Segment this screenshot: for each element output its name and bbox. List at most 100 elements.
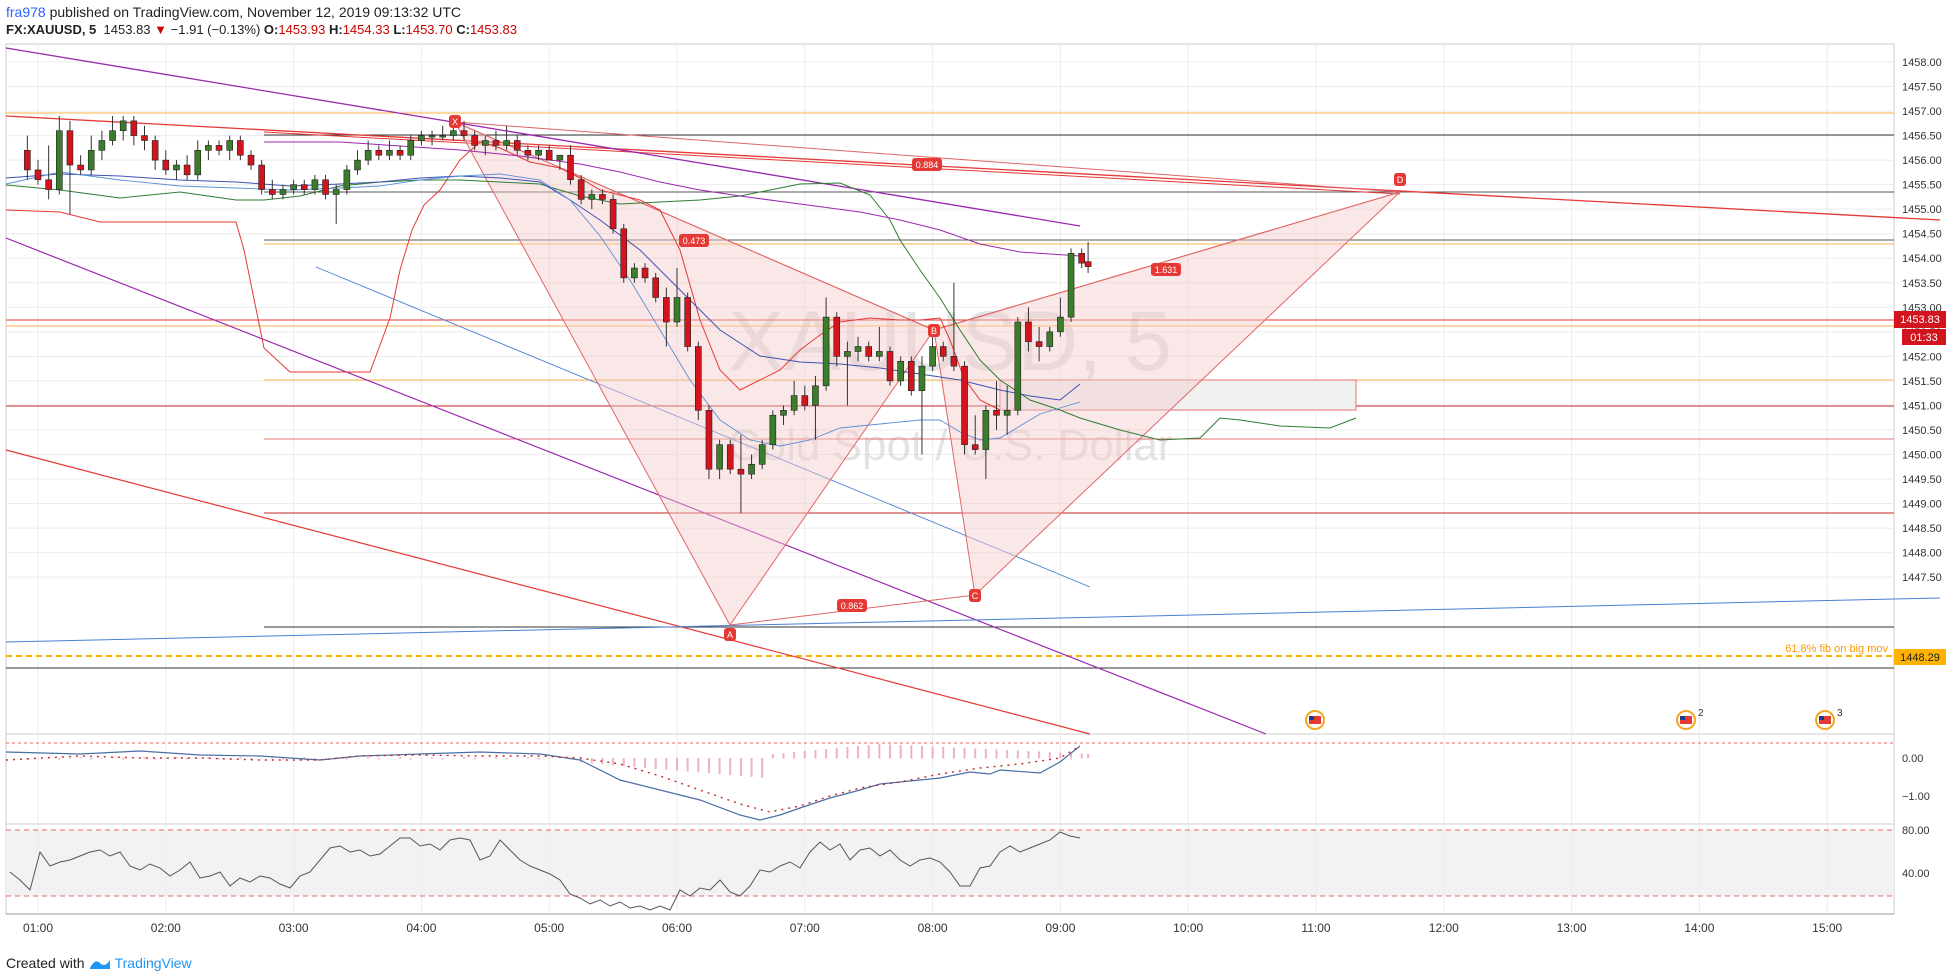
rsi-tick-label: 80.00 [1902,825,1930,837]
price-tick-label: 1450.00 [1902,449,1942,461]
candle-body [386,150,393,156]
macd-pane[interactable] [5,733,1895,825]
macd-bar [697,758,700,773]
candle [322,174,329,200]
candle [748,454,755,480]
time-axis[interactable]: 01:00 02:00 03:00 04:00 05:00 06:00 07:00 08:00… [23,921,1843,935]
range-box[interactable] [999,379,1357,411]
candle-body [503,140,510,146]
macd-bar [686,758,689,772]
macd-bar [271,757,274,759]
macd-bar [175,757,178,759]
macd-bar [90,758,93,760]
candle [1035,326,1043,362]
high-value: 1454.33 [342,22,390,37]
candle [247,150,255,170]
footer: Created with TradingView [6,955,192,971]
price-tick-label: 1451.00 [1902,400,1942,412]
candle-body [939,346,947,357]
candle-body [1014,321,1022,411]
fib-note: 61.8% fib on big mov [1785,643,1888,655]
price-change: −1.91 (−0.13%) [170,22,261,37]
candle-body [471,135,478,146]
candle-body [194,150,202,176]
candle-body [780,410,787,416]
macd-bar [132,758,135,759]
candle [119,115,127,141]
chart-canvas[interactable]: XAUUSD, 5 Gold Spot / U.S. Dollar [0,0,1956,945]
candle-body [119,120,127,131]
symbol-name[interactable]: FX:XAUUSD, 5 [6,22,97,37]
tradingview-logo-icon [89,960,110,969]
macd-bar [633,758,636,767]
candle-body [247,154,255,166]
candle [801,385,809,411]
candle [758,439,766,470]
candle-body [77,164,84,171]
created-with-text: Created with [6,955,85,971]
candle [343,165,351,195]
macd-bar [942,747,945,759]
macd-bar [846,747,849,759]
time-tick-label: 15:00 [1812,921,1842,935]
candle [886,346,894,386]
candle-body [34,169,42,181]
us-flag-icon [1676,710,1696,730]
macd-bar [281,758,284,760]
candle [492,130,500,151]
candle-body [332,189,340,195]
candle [577,174,585,205]
candle-body [716,444,723,470]
candle [865,341,873,362]
macd-bar [260,758,263,759]
candle [55,115,63,195]
time-tick-label: 10:00 [1173,921,1203,935]
candle-body [1078,253,1085,264]
candle [567,145,574,185]
candle [66,120,74,215]
candle [982,405,990,480]
candle-body [513,140,521,151]
time-tick-label: 14:00 [1684,921,1714,935]
author-link[interactable]: fra978 [6,4,46,20]
macd-bar [420,758,423,759]
price-tick-label: 1448.50 [1902,523,1942,535]
candle-body [418,135,425,141]
macd-bar [1059,752,1062,759]
candles[interactable] [24,115,1092,514]
candle [407,135,415,161]
candle [790,380,798,416]
macd-bar [995,749,998,759]
tradingview-link[interactable]: TradingView [114,955,192,971]
candle [354,150,361,175]
candle [726,439,734,475]
macd-bar [1027,751,1030,759]
candle [481,135,489,156]
candle [279,184,287,200]
price-tick-label: 1450.50 [1902,425,1942,437]
candle-body [907,360,915,392]
candle [620,223,628,283]
harmonic-pattern[interactable] [453,120,1401,626]
price-tick-label: 1453.50 [1902,278,1942,290]
candle [929,336,936,372]
candle-body [769,414,777,445]
candle-body [631,267,638,279]
macd-bar [867,745,870,759]
candle [130,115,138,146]
candle [609,194,617,234]
candle-body [684,297,691,347]
macd-bar [494,757,497,759]
macd-bar [388,758,391,759]
candle [503,125,510,151]
candle [716,439,723,480]
candle [993,380,1000,430]
event-flags[interactable]: 2 3 [1305,708,1843,730]
macd-bar [835,748,838,759]
macd-bar [399,757,402,759]
candle-body [290,184,297,190]
macd-bar [825,749,828,759]
candle [226,135,233,161]
candle-body [492,140,500,146]
price-axis[interactable]: 1458.00 1457.50 1457.00 1456.50 1456.00 1455.… [1902,57,1942,584]
